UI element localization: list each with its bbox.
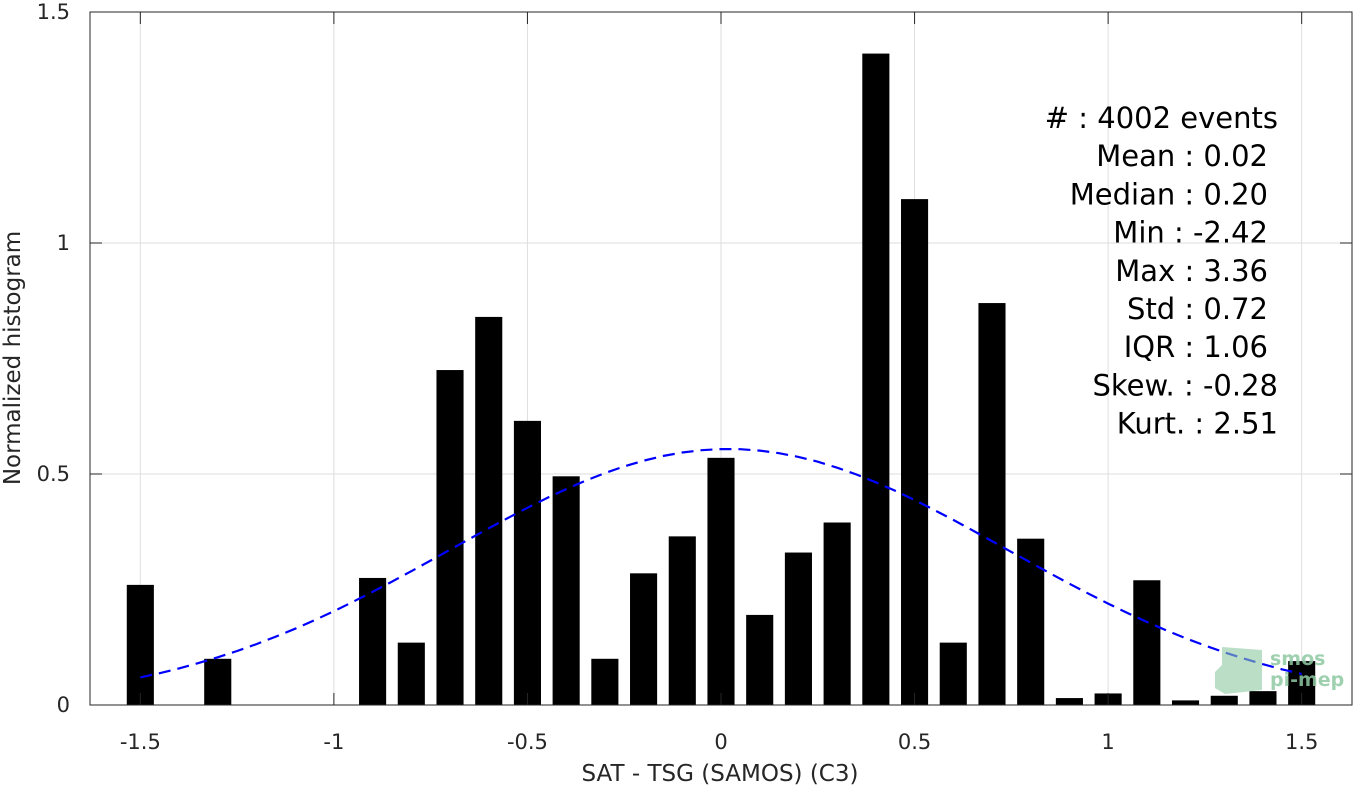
y-tick-label: 0.5 <box>37 462 70 486</box>
histogram-bar <box>513 420 541 705</box>
histogram-bar <box>901 199 929 706</box>
histogram-bar <box>552 476 580 705</box>
histogram-bar <box>630 573 658 705</box>
y-axis-ticks: 0 0.5 1 1.5 <box>37 0 1352 717</box>
y-axis-title: Normalized histogram <box>0 231 26 485</box>
histogram-bar <box>784 552 812 705</box>
stat-line: Std : 0.72 <box>1127 292 1268 326</box>
x-tick-label: 0.5 <box>898 730 931 754</box>
logo-map-shape <box>1215 647 1262 694</box>
x-tick-label: 1 <box>1101 730 1114 754</box>
histogram-bar <box>359 577 387 705</box>
y-tick-label: 0 <box>57 693 70 717</box>
histogram-bar <box>1133 580 1161 705</box>
histogram-bar <box>591 658 619 705</box>
histogram-bar <box>204 658 232 705</box>
normal-fit-curve <box>140 447 1302 679</box>
histogram-bar <box>1017 538 1045 705</box>
histogram-bar <box>126 584 154 705</box>
stat-line: Max : 3.36 <box>1115 254 1268 288</box>
histogram-bar <box>1055 698 1083 705</box>
histogram-bar <box>978 303 1006 705</box>
smos-pimep-watermark: smos pi-mep <box>1215 647 1344 694</box>
stat-line: Median : 0.20 <box>1070 177 1268 211</box>
x-axis-ticks: -1.5 -1 -0.5 0 0.5 1 1.5 <box>120 12 1318 754</box>
statistics-annotation: # : 4002 events Mean : 0.02 Median : 0.20 M… <box>1045 101 1278 441</box>
x-tick-label: 0 <box>714 730 727 754</box>
histogram-bar <box>475 316 503 705</box>
histogram-bar <box>939 642 967 705</box>
x-tick-label: 1.5 <box>1285 730 1318 754</box>
stat-line: Min : -2.42 <box>1113 216 1268 250</box>
histogram-bars <box>126 53 1316 706</box>
logo-text-smos: smos <box>1270 648 1325 670</box>
stat-line: # : 4002 events <box>1045 101 1278 135</box>
histogram-bar <box>397 642 425 705</box>
stat-line: Kurt. : 2.51 <box>1117 407 1278 441</box>
histogram-bar <box>862 53 890 705</box>
x-tick-label: -1 <box>323 730 344 754</box>
histogram-bar <box>436 370 464 705</box>
histogram-bar <box>1249 691 1277 705</box>
y-tick-label: 1.5 <box>37 0 70 24</box>
logo-text-pimep: pi-mep <box>1270 669 1344 691</box>
x-tick-label: -0.5 <box>507 730 548 754</box>
stat-line: Skew. : -0.28 <box>1092 368 1278 402</box>
x-tick-label: -1.5 <box>120 730 161 754</box>
y-tick-label: 1 <box>57 231 70 255</box>
histogram-bar <box>1210 695 1238 705</box>
histogram-bar <box>707 457 735 705</box>
stat-line: IQR : 1.06 <box>1124 330 1268 364</box>
histogram-bar <box>746 614 774 705</box>
histogram-bar <box>1171 700 1200 705</box>
histogram-bar <box>823 522 851 705</box>
stat-line: Mean : 0.02 <box>1096 139 1268 173</box>
x-axis-title: SAT - TSG (SAMOS) (C3) <box>582 761 859 785</box>
histogram-bar <box>668 536 696 705</box>
